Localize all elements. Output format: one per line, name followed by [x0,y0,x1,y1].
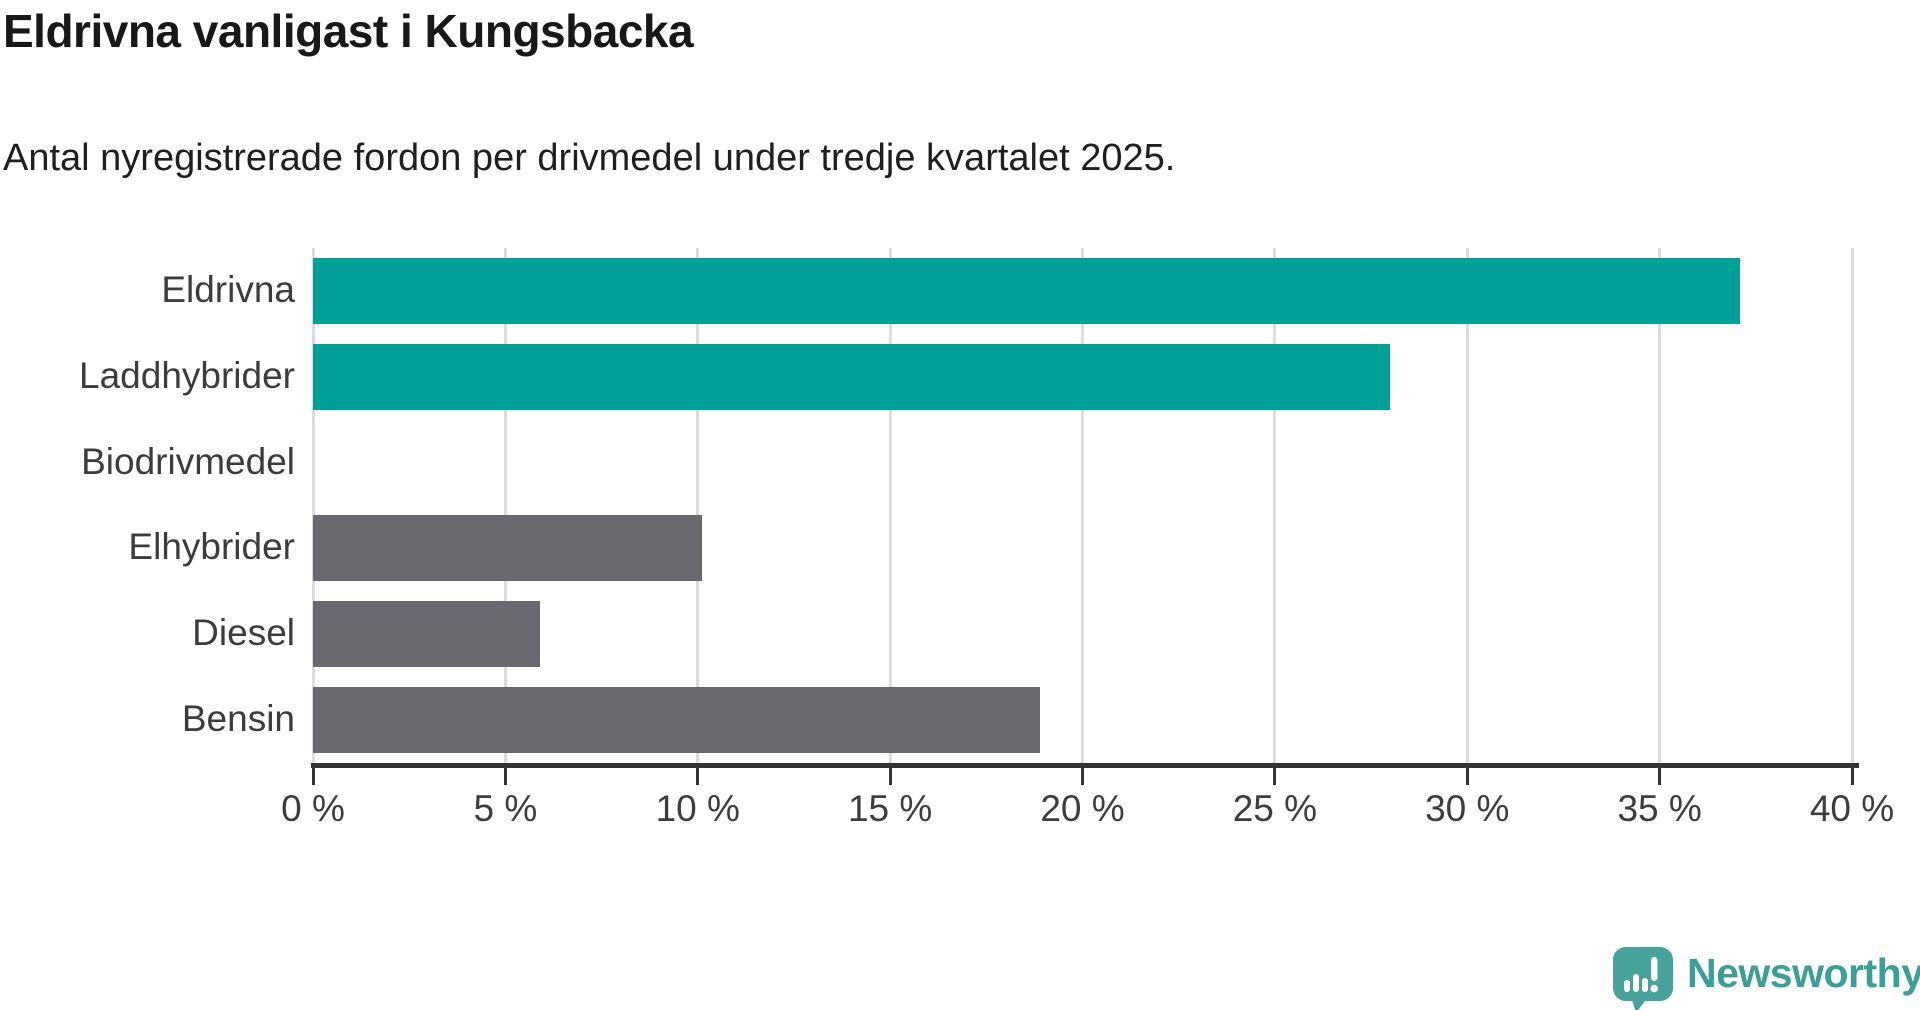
bar-row-bensin [313,677,1852,763]
x-tick-20 [1081,768,1084,785]
x-tick-10 [696,768,700,785]
chart-title: Eldrivna vanligast i Kungsbacka [3,5,694,57]
bar-row-diesel [313,591,1852,677]
bar-laddhybrider [313,343,1391,410]
x-tick-0 [311,768,315,785]
bar-row-biodrivmedel [313,420,1852,506]
bar-diesel [313,601,540,668]
plot-area [311,248,1854,763]
gridline-25 [1273,248,1277,763]
category-label-diesel: Diesel [192,612,295,654]
newsworthy-logo: Newsworthy [1612,946,1920,1010]
x-tick-40 [1850,768,1854,785]
newsworthy-logo-text: Newsworthy [1687,950,1920,996]
bar-row-eldrivna [313,248,1852,334]
category-label-laddhybrider: Laddhybrider [79,354,295,396]
gridline-35 [1658,248,1662,763]
x-tick-label-40: 40 % [1809,788,1895,829]
bar-bensin [313,687,1041,754]
gridline-15 [888,248,892,763]
gridline-20 [1081,248,1084,763]
gridline-10 [696,248,700,763]
category-label-biodrivmedel: Biodrivmedel [81,440,295,482]
gridline-30 [1465,248,1469,763]
bar-elhybrider [313,515,702,582]
x-tick-label-25: 25 % [1232,788,1318,829]
category-label-eldrivna: Eldrivna [161,268,295,310]
x-tick-label-10: 10 % [655,788,740,829]
x-tick-label-15: 15 % [847,788,933,829]
bar-row-elhybrider [313,506,1852,592]
x-tick-30 [1465,768,1469,785]
bar-row-laddhybrider [313,334,1852,420]
x-tick-5 [503,768,507,785]
x-tick-label-30: 30 % [1425,788,1510,829]
gridline-5 [503,248,507,763]
x-tick-35 [1658,768,1662,785]
chart-subtitle: Antal nyregistrerade fordon per drivmede… [3,137,1176,179]
gridline-40 [1850,248,1854,763]
x-tick-label-0: 0 % [281,788,345,829]
category-label-bensin: Bensin [181,698,295,740]
x-tick-label-35: 35 % [1617,788,1702,829]
x-axis-line [311,763,1859,768]
newsworthy-speech-bubble-chart-icon [1613,947,1673,1010]
x-tick-25 [1273,768,1277,785]
bar-eldrivna [313,257,1741,324]
x-tick-15 [888,768,892,785]
x-tick-label-20: 20 % [1040,788,1125,829]
category-label-elhybrider: Elhybrider [128,526,295,568]
x-tick-label-5: 5 % [473,788,538,829]
gridline-0 [311,248,315,763]
